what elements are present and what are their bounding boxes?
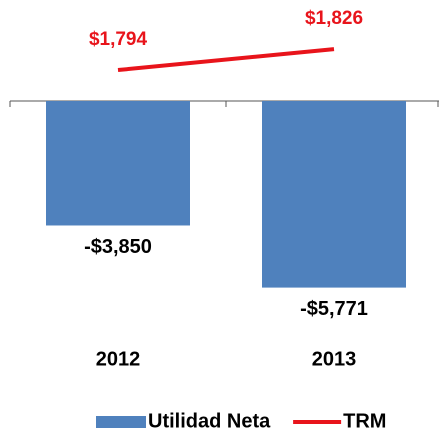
x-tick-label: 2013 xyxy=(312,348,357,370)
legend-swatch xyxy=(96,416,146,428)
line xyxy=(117,47,335,73)
bar xyxy=(262,101,406,288)
x-tick-label: 2012 xyxy=(96,348,141,370)
legend-label: TRM xyxy=(343,410,386,432)
data-label: $1,794 xyxy=(89,29,148,50)
data-label: -$3,850 xyxy=(84,236,152,258)
legend-label: Utilidad Neta xyxy=(148,410,271,432)
data-label: $1,826 xyxy=(305,8,363,29)
data-label: -$5,771 xyxy=(300,298,368,320)
bar xyxy=(46,101,190,226)
